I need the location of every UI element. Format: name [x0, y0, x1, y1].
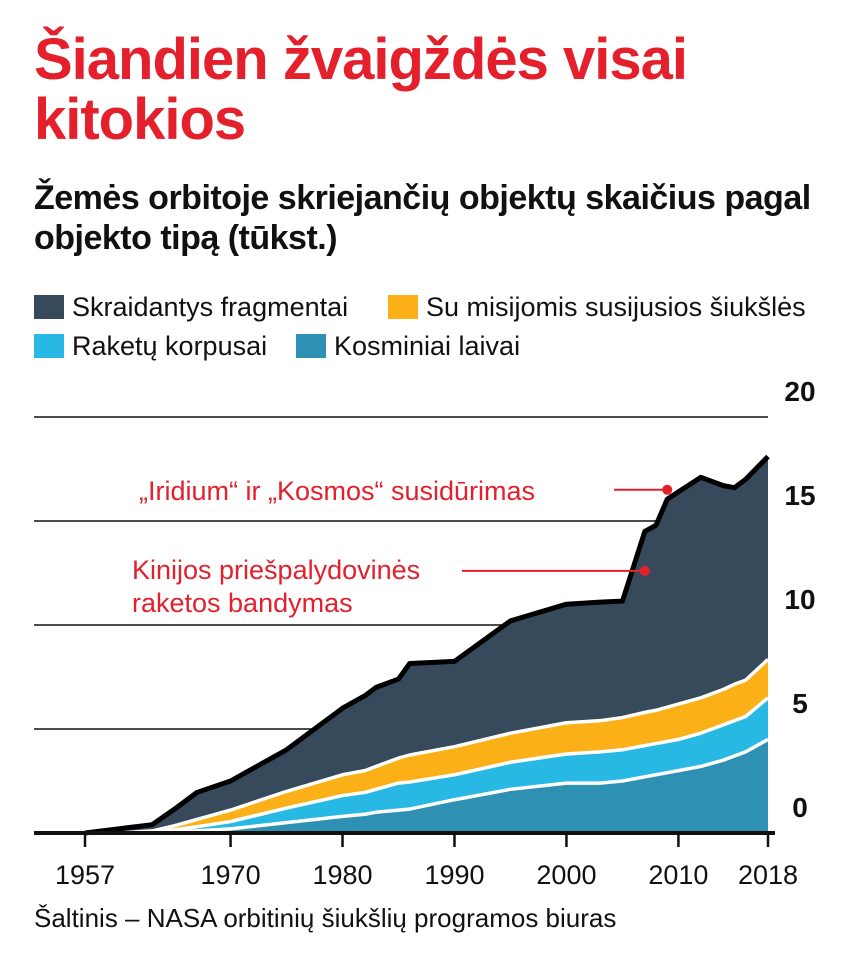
legend-label: Skraidantys fragmentai — [72, 292, 349, 322]
x-tick-label-1970: 1970 — [201, 860, 261, 890]
chart-source: Šaltinis – NASA orbitinių šiukšlių progr… — [34, 903, 617, 933]
legend-swatch — [296, 334, 326, 358]
area-kosminiai-laivai — [85, 739, 768, 833]
area-su-misijomis-susijusios-šiukšlės — [85, 659, 768, 833]
x-axis: 1957 1970 1980 1990 2000 2010 2018 — [34, 831, 798, 890]
chart-title: Šiandien žvaigždės visai kitokios — [34, 27, 688, 152]
legend-label: Su misijomis susijusios šiukšlės — [426, 292, 806, 322]
x-tick-label-1957: 1957 — [55, 860, 115, 890]
legend-swatch — [34, 295, 64, 319]
chart-subtitle: Žemės orbitoje skriejančių objektų skaič… — [34, 179, 811, 257]
annotation-kinijos-dot — [639, 565, 650, 576]
annotation-kinijos-label-line1: Kinijos priešpalydovinės — [132, 555, 420, 585]
total-line-group — [84, 454, 770, 836]
legend-item-raketu-korpusai: Raketų korpusai — [34, 331, 267, 361]
legend-label: Raketų korpusai — [72, 331, 268, 361]
legend-item-kosminiai-laivai: Kosminiai laivai — [296, 331, 520, 361]
area-raketų-korpusai — [85, 697, 768, 833]
y-tick-label-5: 5 — [792, 688, 808, 719]
x-tick-label-2018: 2018 — [738, 860, 798, 890]
annotations: „Iridium“ ir „Kosmos“ susidūrimas Kinijos… — [132, 476, 673, 618]
legend-item-su-misijomis: Su misijomis susijusios šiukšlės — [388, 292, 806, 322]
annotation-iridium-dot — [662, 484, 673, 495]
separator-kosminiai-laivai — [85, 737, 769, 835]
y-axis: 0 5 10 15 20 — [784, 376, 815, 823]
series-separators — [85, 658, 770, 835]
x-tick-label-1980: 1980 — [312, 860, 372, 890]
separator-raketų-korpusai — [85, 696, 770, 835]
legend-label: Kosminiai laivai — [334, 331, 521, 361]
y-tick-label-10: 10 — [784, 584, 815, 615]
legend-item-skraidantys-fragmentai: Skraidantys fragmentai — [34, 292, 348, 322]
legend-swatch — [388, 295, 418, 319]
y-tick-label-15: 15 — [784, 480, 815, 511]
y-tick-label-20: 20 — [784, 376, 815, 407]
total-line — [84, 454, 770, 836]
separator-su-misijomis-susijusios-šiukšlės — [85, 658, 770, 835]
x-tick-label-2000: 2000 — [536, 860, 596, 890]
legend-swatch — [34, 334, 64, 358]
area-skraidantys-fragmentai — [85, 456, 768, 833]
area-series — [85, 456, 768, 833]
annotation-iridium-label: „Iridium“ ir „Kosmos“ susidūrimas — [139, 476, 535, 506]
annotation-kinijos-label-line2: raketos bandymas — [132, 588, 353, 618]
x-tick-label-1990: 1990 — [424, 860, 484, 890]
x-tick-label-2010: 2010 — [648, 860, 708, 890]
y-tick-label-0: 0 — [792, 792, 808, 823]
